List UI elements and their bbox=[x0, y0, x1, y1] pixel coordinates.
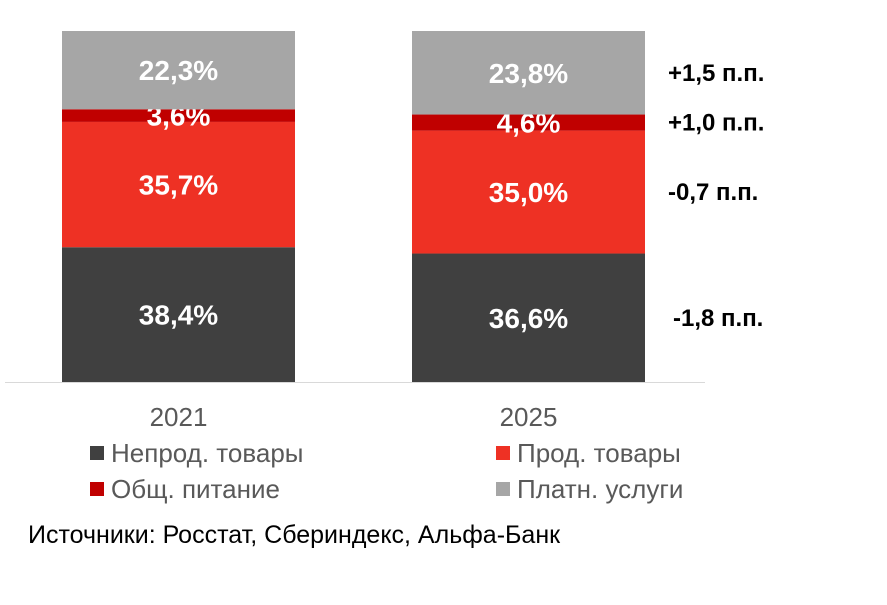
data-label-прод-товары-2021: 35,7% bbox=[139, 170, 218, 201]
data-label-платн-услуги-2021: 22,3% bbox=[139, 55, 218, 86]
data-label-непрод-товары-2025: 36,6% bbox=[489, 303, 568, 334]
x-tick-label-2025: 2025 bbox=[500, 402, 558, 432]
bar-непрод-товары-2021 bbox=[62, 247, 295, 382]
change-label-прод-товары: -0,7 п.п. bbox=[668, 179, 758, 206]
bar-общ-питание-2025 bbox=[412, 114, 645, 131]
legend-label-прод-товары: Прод. товары bbox=[517, 438, 681, 468]
bar-платн-услуги-2021 bbox=[62, 31, 295, 110]
legend-marker-непрод-товары bbox=[90, 446, 104, 460]
data-label-платн-услуги-2025: 23,8% bbox=[489, 58, 568, 89]
data-label-прод-товары-2025: 35,0% bbox=[489, 177, 568, 208]
bar-прод-товары-2025 bbox=[412, 130, 645, 254]
legend-marker-общ-питание bbox=[90, 482, 104, 496]
change-label-платн-услуги: +1,5 п.п. bbox=[668, 60, 764, 87]
source-note: Источники: Росстат, Сбериндекс, Альфа-Ба… bbox=[28, 521, 561, 549]
legend-label-общ-питание: Общ. питание bbox=[111, 474, 280, 504]
legend-label-платн-услуги: Платн. услуги bbox=[517, 474, 683, 504]
change-label-общ-питание: +1,0 п.п. bbox=[668, 110, 764, 137]
legend-marker-прод-товары bbox=[496, 446, 510, 460]
change-label-непрод-товары: -1,8 п.п. bbox=[673, 305, 763, 332]
bar-непрод-товары-2025 bbox=[412, 253, 645, 382]
bar-общ-питание-2021 bbox=[62, 109, 295, 122]
legend-marker-платн-услуги bbox=[496, 482, 510, 496]
legend-label-непрод-товары: Непрод. товары bbox=[111, 438, 304, 468]
data-label-непрод-товары-2021: 38,4% bbox=[139, 300, 218, 331]
bar-прод-товары-2021 bbox=[62, 121, 295, 248]
bar-платн-услуги-2025 bbox=[412, 31, 645, 115]
x-tick-label-2021: 2021 bbox=[150, 402, 208, 432]
